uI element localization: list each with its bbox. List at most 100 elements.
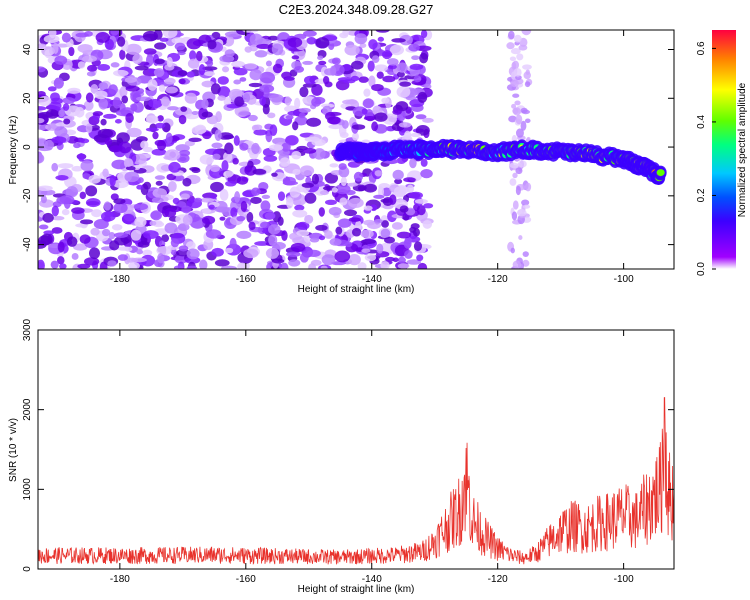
noise-cell [173, 174, 185, 182]
noise-cell [315, 224, 328, 231]
noise-cell [268, 234, 278, 246]
noise-cell [203, 71, 216, 77]
noise-cell [358, 76, 369, 83]
noise-cell [391, 38, 406, 43]
noise-cell [420, 158, 428, 167]
noise-cell [417, 91, 428, 103]
noise-cell [167, 106, 179, 111]
spectrogram-y-ticks: -40 -20 0 20 40 [22, 44, 674, 252]
noise-cell [294, 204, 305, 211]
noise-cell [170, 238, 180, 248]
noise-cell [156, 139, 167, 151]
noise-cell [342, 99, 358, 105]
noise-cell [391, 222, 403, 230]
noise-cell [104, 137, 113, 146]
colorbar-tick-label: 0.6 [696, 41, 707, 55]
noise-cell [508, 115, 517, 123]
noise-cell [130, 229, 142, 241]
noise-cell [337, 218, 352, 228]
noise-cell [346, 182, 359, 187]
noise-cell [210, 181, 224, 193]
noise-cell [311, 138, 326, 147]
noise-cell [510, 48, 521, 55]
noise-cell [410, 223, 420, 230]
noise-cell [152, 131, 159, 140]
noise-cell [265, 60, 272, 67]
noise-cell [177, 70, 188, 77]
noise-cell [512, 93, 520, 98]
noise-cell [217, 95, 226, 101]
noise-cell [211, 31, 221, 39]
noise-cell [83, 100, 94, 111]
noise-cell [286, 251, 301, 257]
noise-cell [524, 182, 532, 192]
noise-cell [363, 219, 376, 226]
noise-cell [381, 97, 390, 104]
noise-cell [515, 185, 521, 196]
noise-cell [283, 76, 295, 81]
noise-cell [221, 160, 229, 172]
noise-cell [392, 169, 404, 180]
noise-cell [389, 44, 404, 56]
noise-cell [78, 153, 85, 162]
noise-cell [71, 207, 85, 214]
noise-cell [374, 170, 383, 177]
noise-cell [131, 257, 147, 263]
noise-cell [181, 205, 191, 214]
noise-cell [124, 171, 140, 183]
noise-cell [263, 155, 278, 162]
noise-cell [397, 263, 410, 269]
noise-cell [422, 219, 433, 229]
noise-cell [419, 52, 429, 64]
noise-cell [512, 107, 519, 115]
noise-cell [520, 107, 528, 114]
noise-cell [85, 185, 98, 197]
noise-cell [291, 55, 300, 60]
noise-cell [301, 182, 314, 188]
noise-cell [191, 167, 201, 173]
noise-cell [48, 101, 62, 111]
spectrogram-y-axis-label: Frequency (Hz) [8, 116, 19, 185]
noise-cell [290, 242, 306, 253]
noise-cell [244, 46, 253, 53]
noise-cell [377, 186, 384, 198]
noise-cell [38, 151, 43, 163]
noise-cell [155, 122, 166, 129]
noise-cell [172, 197, 180, 205]
noise-cell [210, 164, 220, 173]
noise-cell [38, 259, 45, 269]
noise-cell [38, 138, 48, 150]
noise-cell [409, 157, 417, 169]
noise-cell [147, 79, 158, 91]
noise-cell [43, 34, 60, 44]
noise-cell [510, 247, 515, 254]
noise-cell [75, 106, 85, 118]
spectrogram-x-tick-label: -120 [488, 274, 508, 285]
noise-cell [168, 161, 181, 173]
noise-cell [267, 35, 279, 41]
snr-panel: -180 -160 -140 -120 -100 0 1000 2000 3000 Heigh… [8, 318, 675, 595]
noise-cell [108, 232, 116, 240]
noise-cell [54, 55, 68, 66]
noise-cell [111, 224, 123, 231]
noise-cell [233, 67, 248, 76]
noise-cell [344, 241, 353, 248]
noise-cell [287, 37, 303, 48]
noise-cell [56, 256, 65, 265]
noise-cell [334, 250, 351, 263]
noise-cell [134, 216, 147, 228]
noise-cell [396, 85, 411, 98]
noise-cell [222, 66, 230, 73]
noise-cell [130, 103, 138, 112]
noise-cell [294, 65, 305, 73]
noise-cell [136, 96, 152, 102]
noise-cell [201, 80, 215, 88]
noise-cell [102, 168, 109, 178]
noise-cell [298, 112, 306, 119]
noise-cell [66, 236, 78, 247]
noise-cell [350, 75, 360, 82]
noise-cell [154, 175, 166, 180]
noise-cell [224, 247, 234, 254]
noise-cell [303, 75, 317, 85]
noise-cell [382, 75, 396, 83]
